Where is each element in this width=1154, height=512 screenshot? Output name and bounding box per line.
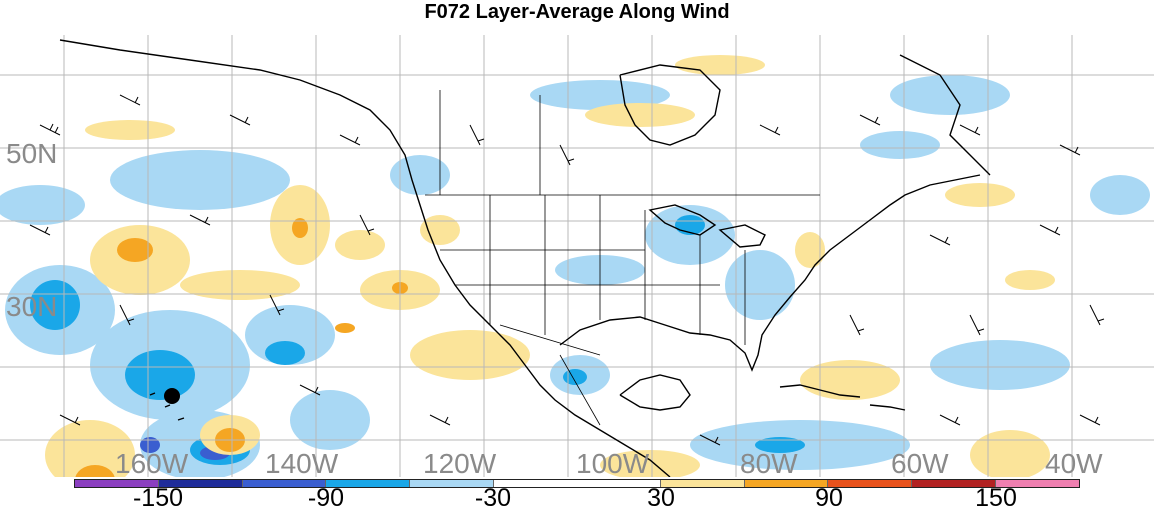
colorbar-label-30: 30 (647, 484, 675, 512)
wind-barbs (29, 94, 1105, 446)
wind-map: 50N 30N 160W 140W 120W 100W 80W 60W 40W (0, 35, 1154, 477)
colorbar-segment (576, 480, 660, 487)
strong-positive-shading (75, 218, 408, 477)
political-borders (425, 90, 820, 426)
colorbar-segment (493, 480, 577, 487)
lon-label-140w: 140W (265, 448, 339, 478)
colorbar-label-neg30: -30 (474, 484, 512, 512)
colorbar-segment (75, 480, 158, 487)
colorbar-segment (659, 480, 744, 487)
colorbar-segment (827, 480, 912, 487)
colorbar-segment (409, 480, 494, 487)
lon-label-160w: 160W (115, 448, 189, 478)
lat-label-50n: 50N (6, 138, 58, 169)
colorbar-segment (911, 480, 996, 487)
storm-marker (164, 388, 180, 404)
colorbar-label-90: 90 (815, 484, 843, 512)
colorbar-segment (157, 480, 242, 487)
colorbar-segment (241, 480, 326, 487)
coastlines (59, 39, 991, 477)
lon-label-40w: 40W (1045, 448, 1103, 478)
colorbar-label-150: 150 (975, 484, 1017, 512)
graticule (0, 35, 1154, 477)
colorbar-label-neg150: -150 (132, 484, 184, 512)
colorbar-label-neg90: -90 (307, 484, 345, 512)
colorbar-segment (995, 480, 1079, 487)
lat-label-30n: 30N (6, 291, 58, 322)
map-title: F072 Layer-Average Along Wind (424, 1, 730, 23)
lon-label-60w: 60W (891, 448, 949, 478)
lon-label-120w: 120W (423, 448, 497, 478)
colorbar (74, 479, 1080, 488)
lon-label-80w: 80W (740, 448, 798, 478)
colorbar-segment (325, 480, 410, 487)
lon-label-100w: 100W (576, 448, 650, 478)
colorbar-segment (743, 480, 828, 487)
